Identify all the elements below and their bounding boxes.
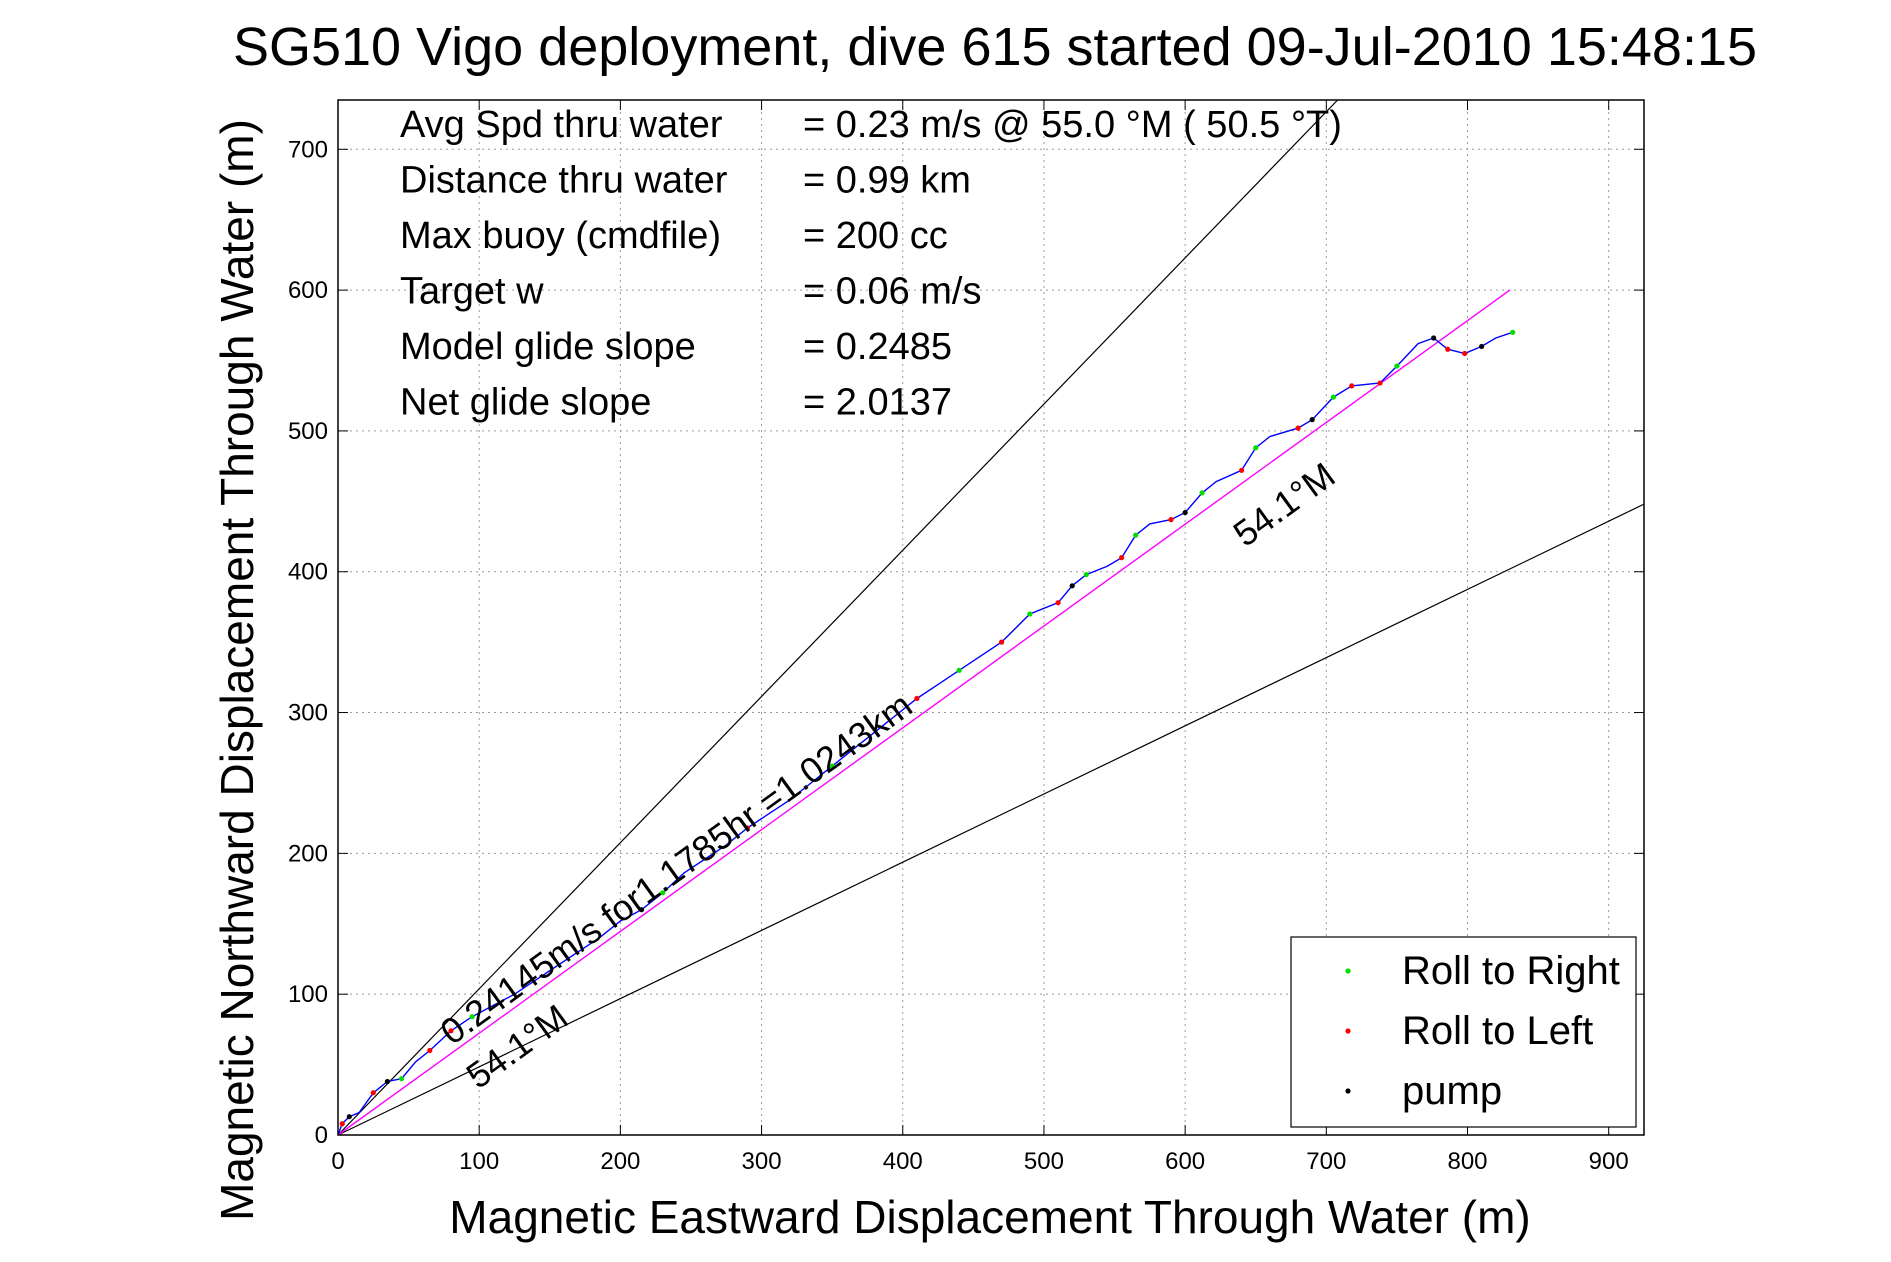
roll-left-point xyxy=(448,1028,454,1034)
roll-right-point xyxy=(1330,394,1336,400)
data-marks xyxy=(337,289,1516,1136)
x-tick-label: 0 xyxy=(331,1148,344,1175)
x-tick-label: 600 xyxy=(1165,1148,1205,1175)
stat-label: Distance thru water xyxy=(400,160,728,202)
pump-point xyxy=(1479,343,1485,350)
guide-lines xyxy=(337,99,1645,1136)
y-tick-label: 600 xyxy=(288,277,328,304)
axis-ticks: 0 100 200 300 400 500 600 700 800 900 0 100 200 300 40… xyxy=(288,100,1644,1175)
stat-value: = 0.23 m/s @ 55.0 °M ( 50.5 °T) xyxy=(803,104,1342,146)
x-tick-label: 500 xyxy=(1024,1148,1064,1175)
y-tick-label: 500 xyxy=(288,418,328,445)
roll-left-point xyxy=(1168,517,1174,523)
pump-point xyxy=(1309,417,1315,423)
roll-right-point xyxy=(1253,445,1259,451)
roll-right-point xyxy=(1083,571,1089,578)
x-axis-label: Magnetic Eastward Displacement Through W… xyxy=(449,1191,1530,1243)
stat-label: Avg Spd thru water xyxy=(400,104,723,146)
roll-right-point xyxy=(1510,329,1516,335)
roll-right-point xyxy=(1027,611,1033,617)
roll-left-point xyxy=(1295,425,1301,431)
glider-track-line xyxy=(337,331,1513,1136)
stat-value: = 0.2485 xyxy=(803,326,952,368)
roll-left-point xyxy=(1377,380,1383,386)
grid-lines xyxy=(338,100,1644,1135)
stat-label: Net glide slope xyxy=(400,382,651,424)
plot-frame xyxy=(337,99,1645,1136)
roll-right-point xyxy=(398,1076,405,1082)
pump-point xyxy=(1069,583,1075,589)
x-tick-label: 800 xyxy=(1447,1148,1487,1175)
y-axis-label: Magnetic Northward Displacement Through … xyxy=(211,119,263,1221)
x-tick-label: 700 xyxy=(1306,1148,1346,1175)
stats-panel: Avg Spd thru water = 0.23 m/s @ 55.0 °M (… xyxy=(400,104,1342,424)
legend-label: Roll to Right xyxy=(1402,949,1620,993)
legend-label: Roll to Left xyxy=(1402,1009,1593,1053)
roll-left-point xyxy=(1055,600,1061,606)
legend-label: pump xyxy=(1402,1069,1502,1113)
roll-right-point xyxy=(660,890,666,896)
stat-value: = 200 cc xyxy=(803,215,948,257)
heading-guide-line xyxy=(337,99,1339,1136)
roll-right-point xyxy=(1133,532,1139,538)
roll-left-point xyxy=(427,1047,433,1054)
x-tick-label: 100 xyxy=(459,1148,499,1175)
y-tick-label: 300 xyxy=(288,700,328,727)
roll-left-point xyxy=(744,825,751,831)
stat-value: = 0.06 m/s xyxy=(803,271,981,313)
legend: Roll to Right Roll to Left pump xyxy=(1290,936,1637,1128)
stat-label: Target w xyxy=(400,271,544,313)
x-tick-label: 200 xyxy=(600,1148,640,1175)
roll-left-point xyxy=(914,695,920,702)
y-tick-label: 200 xyxy=(288,840,328,867)
pump-point xyxy=(346,1114,352,1120)
legend-marker xyxy=(1345,968,1351,974)
pump-point xyxy=(1182,509,1188,516)
stat-value: = 0.99 km xyxy=(803,160,971,202)
y-tick-label: 0 xyxy=(315,1122,328,1149)
roll-left-point xyxy=(1119,555,1125,561)
pump-point xyxy=(638,907,645,913)
mean-track-line xyxy=(337,289,1511,1136)
x-tick-label: 900 xyxy=(1589,1148,1629,1175)
roll-right-point xyxy=(469,1014,475,1020)
stat-label: Model glide slope xyxy=(400,326,696,368)
pump-point xyxy=(384,1078,391,1085)
legend-marker xyxy=(1345,1028,1351,1034)
roll-left-point xyxy=(339,1121,345,1127)
y-tick-label: 700 xyxy=(288,136,328,163)
roll-left-point xyxy=(1462,350,1468,357)
pump-point xyxy=(1431,335,1437,341)
x-tick-label: 300 xyxy=(742,1148,782,1175)
y-tick-label: 100 xyxy=(288,981,328,1008)
roll-left-point xyxy=(998,639,1005,645)
roll-right-point xyxy=(829,763,835,769)
roll-left-point xyxy=(1349,383,1355,389)
roll-right-point xyxy=(956,667,962,673)
y-tick-label: 400 xyxy=(288,559,328,586)
chart-title: SG510 Vigo deployment, dive 615 started … xyxy=(233,17,1757,77)
roll-right-point xyxy=(1199,490,1205,496)
stat-label: Max buoy (cmdfile) xyxy=(400,215,721,257)
stat-value: = 2.0137 xyxy=(803,382,952,424)
roll-left-point xyxy=(1239,467,1245,473)
roll-right-point xyxy=(1394,363,1400,369)
legend-marker xyxy=(1345,1088,1351,1094)
heading-guide-line xyxy=(337,503,1645,1136)
roll-left-point xyxy=(1445,346,1451,352)
x-tick-label: 400 xyxy=(883,1148,923,1175)
roll-left-point xyxy=(370,1090,376,1096)
